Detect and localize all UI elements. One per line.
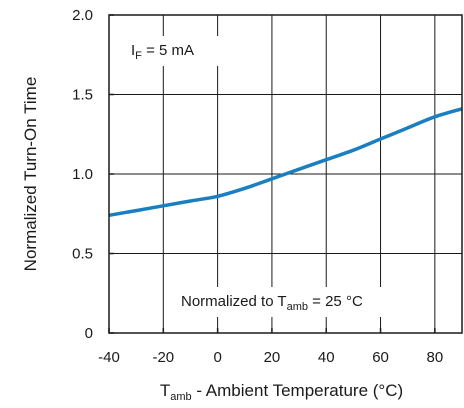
normalization-rest: = 25 °C bbox=[308, 293, 363, 310]
x-tick-label: -20 bbox=[152, 349, 174, 366]
y-tick-label: 0.5 bbox=[72, 246, 93, 263]
x-axis-title: Tamb - Ambient Temperature (°C) bbox=[160, 381, 403, 403]
x-axis-title-main: T bbox=[160, 381, 170, 400]
x-tick-label: 80 bbox=[427, 349, 444, 366]
condition-annotation: IF = 5 mA bbox=[122, 36, 226, 66]
condition-rest: = 5 mA bbox=[142, 42, 194, 59]
y-tick-label: 1.5 bbox=[72, 87, 93, 104]
x-tick-label: 40 bbox=[318, 349, 335, 366]
x-tick-label: 0 bbox=[213, 349, 221, 366]
series-layer bbox=[108, 107, 463, 218]
x-axis-title-rest: - Ambient Temperature (°C) bbox=[192, 381, 404, 400]
condition-annotation-text: IF = 5 mA bbox=[131, 42, 194, 62]
x-axis-title-sub: amb bbox=[170, 391, 191, 403]
condition-sub: F bbox=[135, 50, 142, 62]
y-axis-title: Normalized Turn-On Time bbox=[21, 77, 40, 272]
condition-annotation-bg bbox=[122, 36, 226, 66]
x-tick-label: 20 bbox=[264, 349, 281, 366]
x-tick-label: -40 bbox=[98, 349, 120, 366]
y-tick-label: 1.0 bbox=[72, 166, 93, 183]
condition-main: I bbox=[131, 42, 135, 59]
normalization-annotation-text: Normalized to Tamb = 25 °C bbox=[181, 293, 363, 313]
y-tick-label: 0 bbox=[85, 325, 93, 342]
normalization-annotation-bg bbox=[174, 287, 410, 317]
x-tick-label: 60 bbox=[372, 349, 389, 366]
normalization-annotation: Normalized to Tamb = 25 °C bbox=[174, 287, 410, 317]
series-line-0 bbox=[108, 107, 463, 218]
normalization-pre: Normalized to T bbox=[181, 293, 287, 310]
y-tick-label: 2.0 bbox=[72, 7, 93, 24]
tick-labels: -40 -20 0 20 40 60 80 0 0.5 1.0 1.5 2.0 bbox=[72, 7, 443, 366]
normalization-sub: amb bbox=[287, 301, 308, 313]
